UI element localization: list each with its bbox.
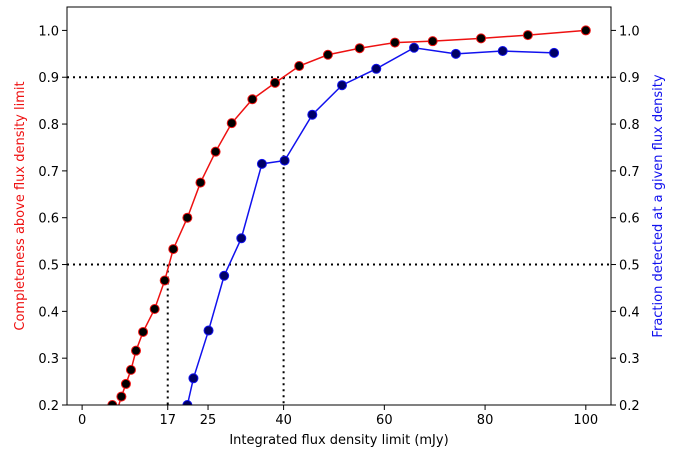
left-y-tick-label: 0.2: [38, 399, 59, 414]
data-point: [522, 30, 533, 41]
data-point: [116, 391, 127, 402]
data-point: [210, 146, 221, 157]
data-point: [337, 80, 348, 91]
data-point: [247, 94, 258, 105]
data-point: [107, 400, 118, 405]
series-layer: [107, 25, 591, 405]
data-point: [322, 49, 333, 60]
left-y-tick-label: 0.6: [38, 212, 59, 227]
x-axis-label: Integrated flux density limit (mJy): [229, 433, 448, 448]
data-point: [115, 404, 120, 405]
series-line: [186, 46, 555, 405]
series-right: [182, 42, 560, 405]
data-point: [168, 244, 179, 255]
right-y-tick-label: 0.8: [619, 118, 640, 133]
right-y-axis-ticks: 0.2 0.3 0.4 0.5 0.6 0.7 0.8 0.9 1.0: [611, 24, 640, 414]
data-point: [203, 325, 214, 336]
data-point: [256, 158, 267, 169]
data-point: [270, 77, 281, 88]
right-y-tick-label: 0.6: [619, 212, 640, 227]
data-point: [182, 400, 193, 405]
right-y-tick-label: 0.5: [619, 259, 640, 274]
x-axis-ticks: 0 17 25 40 60 80 100: [78, 405, 598, 428]
right-y-tick-label: 0.9: [619, 71, 640, 86]
data-point: [450, 48, 461, 59]
x-tick-label: 100: [573, 413, 598, 428]
left-y-tick-label: 0.7: [38, 165, 59, 180]
left-y-axis-ticks: 0.2 0.3 0.4 0.5 0.6 0.7 0.8 0.9 1.0: [38, 24, 67, 414]
data-point: [120, 378, 131, 389]
right-y-tick-label: 0.3: [619, 352, 640, 367]
data-point: [294, 60, 305, 71]
data-point: [279, 155, 290, 166]
right-y-tick-label: 0.7: [619, 165, 640, 180]
data-point: [125, 364, 136, 375]
right-y-tick-label: 1.0: [619, 24, 640, 39]
data-point: [549, 47, 560, 58]
data-point: [389, 37, 400, 48]
data-point: [195, 177, 206, 188]
x-tick-label: 25: [200, 413, 217, 428]
plot-frame: [66, 6, 612, 406]
data-point: [149, 304, 160, 315]
reference-lines: [67, 76, 611, 405]
data-point: [307, 109, 318, 120]
left-y-tick-label: 0.4: [38, 305, 59, 320]
x-tick-label: 80: [477, 413, 494, 428]
data-point: [138, 326, 149, 337]
x-tick-label: 40: [275, 413, 292, 428]
data-point: [497, 46, 508, 57]
left-y-axis-label: Completeness above flux density limit: [13, 81, 28, 330]
data-point: [159, 275, 170, 286]
left-y-tick-label: 0.8: [38, 118, 59, 133]
data-point: [236, 233, 247, 244]
data-point: [371, 63, 382, 74]
data-point: [476, 33, 487, 44]
data-point: [131, 345, 142, 356]
data-point: [182, 212, 193, 223]
series-left: [107, 25, 591, 405]
left-y-tick-label: 0.5: [38, 259, 59, 274]
data-point: [427, 36, 438, 47]
x-tick-label: 17: [159, 413, 176, 428]
left-y-tick-label: 0.9: [38, 71, 59, 86]
data-point: [219, 270, 230, 281]
data-point: [580, 25, 591, 36]
data-point: [354, 43, 365, 54]
x-tick-label: 0: [78, 413, 86, 428]
data-point: [188, 373, 199, 384]
x-tick-label: 60: [376, 413, 393, 428]
data-point: [409, 42, 420, 53]
right-y-tick-label: 0.4: [619, 305, 640, 320]
left-y-tick-label: 0.3: [38, 352, 59, 367]
right-y-tick-label: 0.2: [619, 399, 640, 414]
data-point: [226, 118, 237, 129]
left-y-tick-label: 1.0: [38, 24, 59, 39]
right-y-axis-label: Fraction detected at a given flux densit…: [651, 74, 666, 337]
